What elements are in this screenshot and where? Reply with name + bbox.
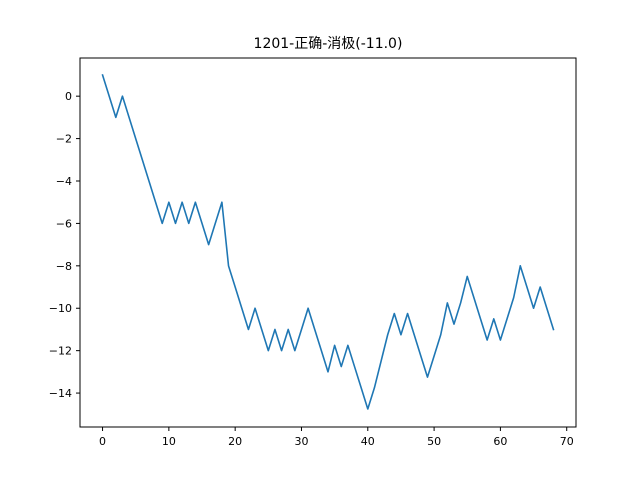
y-tick-label: −4	[56, 175, 72, 188]
y-tick-label: −6	[56, 217, 72, 230]
x-tick-label: 10	[162, 435, 176, 448]
y-tick-label: 0	[65, 90, 72, 103]
x-tick-label: 70	[560, 435, 574, 448]
y-tick-label: −12	[49, 345, 72, 358]
x-tick-label: 50	[427, 435, 441, 448]
chart-title: 1201-正确-消极(-11.0)	[254, 36, 403, 52]
y-tick-label: −8	[56, 260, 72, 273]
y-tick-label: −2	[56, 133, 72, 146]
x-tick-label: 60	[493, 435, 507, 448]
x-tick-label: 20	[228, 435, 242, 448]
x-tick-label: 40	[361, 435, 375, 448]
x-tick-label: 0	[99, 435, 106, 448]
y-tick-label: −10	[49, 302, 72, 315]
x-tick-label: 30	[294, 435, 308, 448]
y-tick-label: −14	[49, 387, 72, 400]
